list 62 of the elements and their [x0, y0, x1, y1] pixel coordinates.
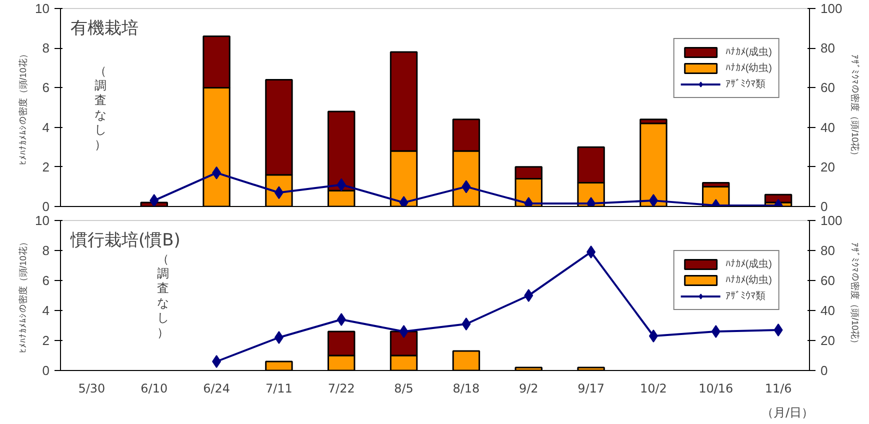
point: [274, 331, 284, 344]
x-tick-label: 6/10: [140, 382, 168, 396]
y2-tick-label: 60: [820, 80, 835, 96]
x-tick-label: 6/24: [203, 382, 230, 396]
x-tick-label: 7/22: [328, 382, 355, 396]
y-tick-label: 0: [42, 199, 50, 214]
annotation: （調査なし）: [94, 64, 106, 152]
x-tick-label: 10/2: [640, 382, 667, 396]
y-tick-label: 2: [42, 333, 50, 348]
y2-tick-label: 80: [820, 40, 835, 56]
legend-label: ｱｻﾞﾐｳﾏ類: [725, 290, 766, 303]
y-tick-label: 10: [35, 213, 50, 228]
y-tick-label: 0: [42, 363, 50, 378]
y-tick-label: 4: [42, 120, 50, 135]
y-tick-label: 2: [42, 159, 50, 174]
x-tick-label: 8/5: [394, 382, 414, 396]
y-tick-label: 8: [42, 243, 50, 258]
point: [774, 324, 783, 336]
y2-tick-label: 0: [820, 199, 828, 214]
legend-label: ﾊﾅｶﾒ(成虫): [725, 46, 772, 59]
bar: [764, 194, 792, 204]
y-axis-title: ﾋﾒﾊﾅｶﾒﾑｼの密度（頭/10花）: [18, 50, 28, 166]
y-tick-label: 6: [42, 80, 50, 96]
text: （月/日）: [761, 406, 814, 420]
text: 有機栽培: [70, 18, 138, 38]
legend-label: ｱｻﾞﾐｳﾏ類: [725, 78, 766, 91]
x-tick-label: 8/18: [452, 382, 480, 396]
annotation: （調査なし）: [156, 252, 169, 340]
y2-tick-label: 40: [820, 120, 835, 135]
y-tick-label: 6: [42, 273, 50, 288]
y2-tick-label: 40: [820, 303, 835, 318]
legend-label: ﾊﾅｶﾒ(成虫): [725, 258, 772, 271]
point: [524, 289, 534, 302]
y2-tick-label: 20: [820, 159, 835, 174]
point: [711, 325, 720, 338]
x-tick-label: 10/16: [698, 382, 734, 396]
y2-tick-label: 20: [820, 333, 835, 348]
legend-label: ﾊﾅｶﾒ(幼虫): [725, 62, 772, 75]
y2-axis-title: ｱｻﾞﾐｳﾏの密度（頭/10花）: [850, 54, 860, 160]
point: [336, 313, 346, 326]
point: [462, 318, 471, 330]
y-tick-label: 10: [35, 1, 50, 16]
y2-tick-label: 100: [820, 1, 842, 16]
x-tick-label: 11/6: [764, 382, 792, 396]
x-tick-label: 9/2: [518, 382, 538, 396]
y2-tick-label: 100: [820, 213, 842, 228]
y2-tick-label: 80: [820, 243, 835, 258]
x-tick-label: 7/11: [265, 382, 292, 396]
y2-tick-label: 60: [820, 273, 835, 288]
x-tick-label: 9/17: [578, 382, 605, 396]
y-tick-label: 8: [42, 40, 50, 56]
point: [586, 246, 596, 258]
y-axis-title: ﾋﾒﾊﾅｶﾒﾑｼの密度（頭/10花）: [18, 238, 28, 354]
point: [648, 330, 658, 342]
legend-label: ﾊﾅｶﾒ(幼虫): [725, 274, 772, 287]
point: [212, 355, 222, 368]
y2-axis-title: ｱｻﾞﾐｳﾏの密度（頭/10花）: [850, 242, 860, 348]
y2-tick-label: 0: [820, 363, 828, 378]
y-tick-label: 4: [42, 303, 50, 318]
x-tick-label: 5/30: [78, 382, 106, 396]
text: 慣行栽培(慣B): [70, 230, 180, 250]
point: [399, 325, 408, 338]
